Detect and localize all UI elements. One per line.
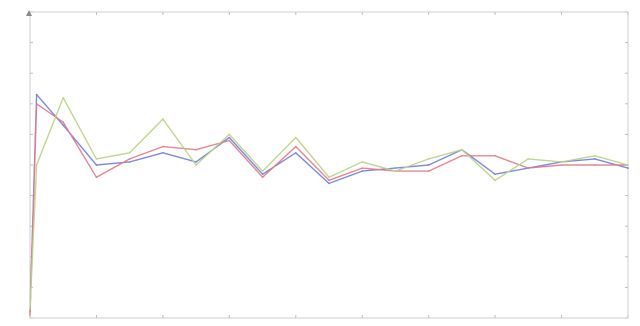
series-3-point — [29, 308, 31, 310]
series-1-point — [594, 158, 596, 160]
series-1-point — [162, 152, 164, 154]
series-3-point — [295, 136, 297, 139]
series-1-point — [394, 167, 397, 169]
series-2-point — [261, 176, 264, 178]
series-3-point — [95, 158, 98, 160]
series-2-point — [62, 121, 64, 123]
series-3-point — [494, 179, 496, 182]
series-1-point — [228, 136, 231, 139]
series-2-point — [594, 164, 596, 166]
series-2-point — [162, 145, 164, 148]
series-2-point — [128, 158, 131, 160]
series-2-point — [95, 176, 98, 178]
series-3-point — [195, 164, 197, 166]
series-line-2 — [29, 103, 629, 316]
series-1-point — [195, 161, 197, 163]
series-2-point — [35, 103, 38, 105]
series-3-point — [162, 118, 164, 120]
series-3-point — [427, 158, 430, 160]
series-1-point — [35, 93, 38, 96]
series-3-point — [361, 161, 364, 163]
series-2-point — [461, 155, 463, 157]
series-3-point — [594, 155, 596, 157]
series-3-point — [394, 170, 397, 172]
series-2-point — [29, 314, 31, 316]
series-3-point — [128, 152, 131, 154]
series-1-point — [328, 182, 330, 185]
series-2-point — [560, 164, 563, 166]
series-2-point — [427, 170, 430, 172]
series-1-point — [295, 152, 297, 154]
series-1-point — [627, 167, 629, 169]
series-2-point — [527, 167, 530, 169]
series-1-point — [427, 164, 430, 166]
series-layer — [29, 93, 629, 316]
series-3-point — [627, 164, 629, 166]
series-3-point — [228, 133, 231, 136]
series-2-point — [328, 179, 330, 182]
series-3-point — [62, 96, 64, 99]
y-axis-arrow — [26, 10, 32, 16]
series-1-point — [494, 173, 496, 175]
series-2-point — [494, 155, 496, 157]
axes — [26, 10, 629, 319]
series-3-point — [35, 164, 38, 166]
series-3-point — [461, 148, 463, 151]
series-3-point — [560, 161, 563, 163]
series-1-point — [62, 124, 64, 126]
series-line-1 — [29, 93, 629, 313]
series-2-point — [361, 167, 364, 169]
series-2-point — [195, 148, 197, 151]
series-1-point — [95, 164, 98, 166]
series-2-point — [228, 139, 231, 142]
series-1-point — [261, 173, 264, 175]
series-3-point — [328, 176, 330, 178]
series-1-point — [361, 170, 364, 172]
series-line-3 — [29, 96, 629, 310]
series-1-point — [128, 161, 131, 163]
series-3-point — [527, 158, 530, 160]
series-3-point — [261, 170, 264, 172]
series-2-point — [295, 145, 297, 148]
